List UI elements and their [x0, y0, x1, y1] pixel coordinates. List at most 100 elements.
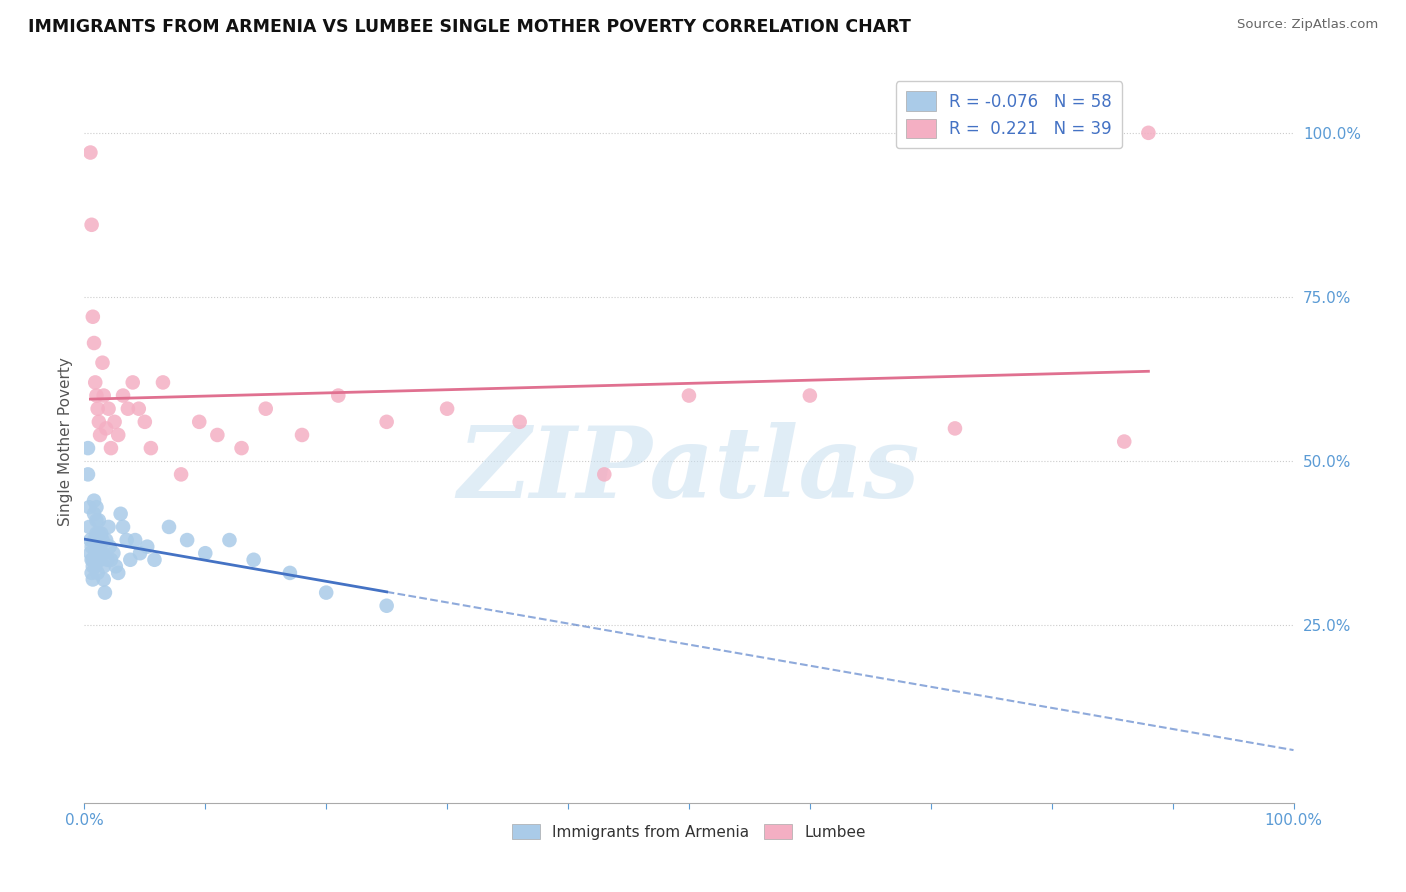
- Point: [124, 533, 146, 547]
- Point: [315, 585, 337, 599]
- Point: [97, 401, 120, 416]
- Point: [375, 415, 398, 429]
- Point: [678, 388, 700, 402]
- Point: [117, 401, 139, 416]
- Point: [87, 526, 110, 541]
- Point: [77, 441, 100, 455]
- Point: [176, 533, 198, 547]
- Point: [82, 310, 104, 324]
- Point: [120, 553, 142, 567]
- Point: [93, 388, 115, 402]
- Point: [103, 546, 125, 560]
- Point: [375, 599, 398, 613]
- Point: [87, 415, 110, 429]
- Point: [799, 388, 821, 402]
- Point: [278, 566, 301, 580]
- Point: [207, 428, 229, 442]
- Point: [121, 376, 143, 390]
- Point: [194, 546, 217, 560]
- Point: [100, 441, 122, 455]
- Point: [83, 493, 105, 508]
- Point: [80, 218, 103, 232]
- Point: [79, 145, 101, 160]
- Text: ZIPatlas: ZIPatlas: [458, 422, 920, 518]
- Point: [129, 546, 152, 560]
- Point: [89, 540, 111, 554]
- Point: [96, 553, 118, 567]
- Point: [82, 553, 104, 567]
- Point: [80, 566, 103, 580]
- Point: [157, 520, 180, 534]
- Point: [94, 533, 117, 547]
- Point: [93, 559, 115, 574]
- Point: [89, 428, 111, 442]
- Point: [170, 467, 193, 482]
- Point: [110, 507, 132, 521]
- Point: [77, 467, 100, 482]
- Point: [112, 388, 135, 402]
- Point: [242, 553, 264, 567]
- Point: [94, 585, 117, 599]
- Point: [115, 533, 138, 547]
- Legend: Immigrants from Armenia, Lumbee: Immigrants from Armenia, Lumbee: [506, 818, 872, 846]
- Point: [107, 566, 129, 580]
- Point: [328, 388, 350, 402]
- Text: IMMIGRANTS FROM ARMENIA VS LUMBEE SINGLE MOTHER POVERTY CORRELATION CHART: IMMIGRANTS FROM ARMENIA VS LUMBEE SINGLE…: [28, 18, 911, 36]
- Point: [1137, 126, 1160, 140]
- Point: [84, 376, 107, 390]
- Point: [134, 415, 156, 429]
- Point: [90, 526, 112, 541]
- Point: [83, 336, 105, 351]
- Point: [80, 553, 103, 567]
- Point: [94, 421, 117, 435]
- Point: [104, 559, 127, 574]
- Point: [943, 421, 966, 435]
- Point: [231, 441, 253, 455]
- Point: [86, 566, 108, 580]
- Point: [509, 415, 531, 429]
- Point: [98, 540, 121, 554]
- Point: [89, 553, 111, 567]
- Point: [84, 546, 107, 560]
- Point: [86, 553, 108, 567]
- Point: [80, 540, 103, 554]
- Point: [436, 401, 458, 416]
- Point: [79, 533, 101, 547]
- Point: [82, 573, 104, 587]
- Point: [83, 507, 105, 521]
- Y-axis label: Single Mother Poverty: Single Mother Poverty: [58, 357, 73, 526]
- Point: [93, 573, 115, 587]
- Point: [86, 388, 108, 402]
- Point: [104, 415, 127, 429]
- Point: [136, 540, 159, 554]
- Point: [152, 376, 174, 390]
- Point: [90, 546, 112, 560]
- Point: [291, 428, 314, 442]
- Point: [107, 428, 129, 442]
- Point: [139, 441, 162, 455]
- Point: [128, 401, 150, 416]
- Point: [86, 500, 108, 515]
- Point: [83, 533, 105, 547]
- Point: [218, 533, 240, 547]
- Point: [112, 520, 135, 534]
- Point: [82, 559, 104, 574]
- Point: [86, 526, 108, 541]
- Point: [87, 513, 110, 527]
- Point: [91, 546, 114, 560]
- Point: [77, 520, 100, 534]
- Point: [188, 415, 211, 429]
- Point: [79, 546, 101, 560]
- Point: [254, 401, 277, 416]
- Point: [91, 533, 114, 547]
- Point: [143, 553, 166, 567]
- Point: [86, 513, 108, 527]
- Point: [77, 500, 100, 515]
- Point: [84, 559, 107, 574]
- Point: [1114, 434, 1136, 449]
- Point: [97, 520, 120, 534]
- Text: Source: ZipAtlas.com: Source: ZipAtlas.com: [1237, 18, 1378, 31]
- Point: [86, 540, 108, 554]
- Point: [91, 356, 114, 370]
- Point: [86, 401, 108, 416]
